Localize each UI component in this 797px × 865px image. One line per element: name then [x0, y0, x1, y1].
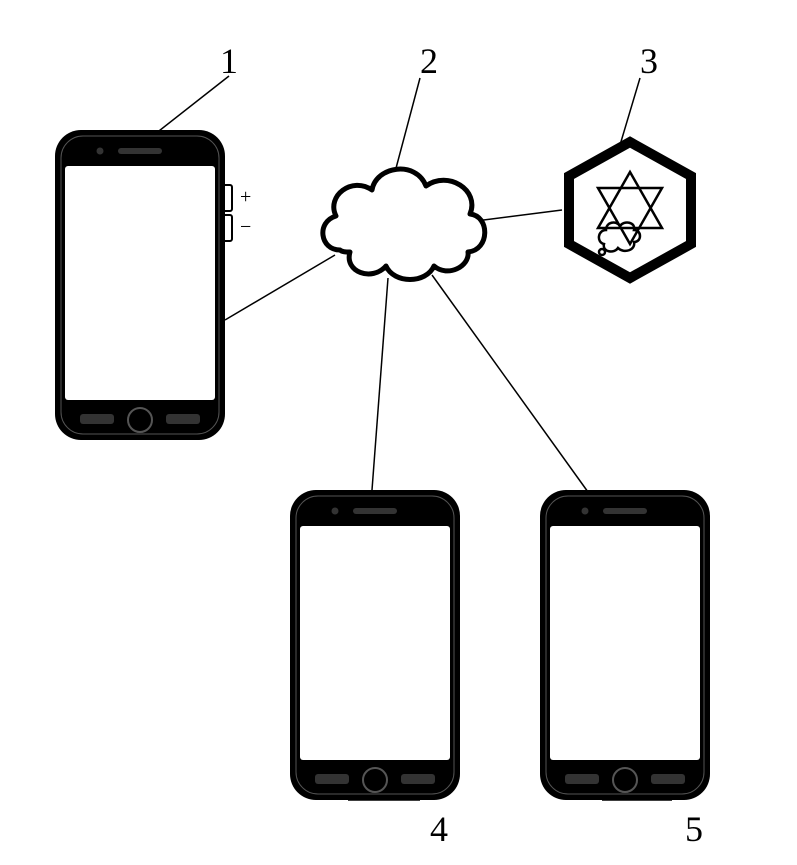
phone-5-screen	[550, 526, 700, 760]
phone-5	[540, 490, 710, 800]
minus-icon: −	[240, 216, 251, 238]
phone-4-capacitive-right	[401, 774, 435, 784]
phone-5-camera	[582, 508, 589, 515]
phone-1-camera	[97, 148, 104, 155]
phone-4-screen	[300, 526, 450, 760]
phone-4-earpiece	[353, 508, 397, 514]
phone-1-capacitive-right	[166, 414, 200, 424]
label-2: 2	[420, 40, 438, 82]
phone-4-capacitive-left	[315, 774, 349, 784]
link-cloud-phone5	[432, 275, 588, 492]
cloud-path	[323, 169, 485, 279]
hexagon-outline	[569, 142, 691, 278]
phone-1-earpiece	[118, 148, 162, 154]
leader-line-2	[395, 78, 420, 172]
phone-1-screen	[65, 166, 215, 400]
label-3: 3	[640, 40, 658, 82]
phone-5-capacitive-left	[565, 774, 599, 784]
label-5: 5	[685, 808, 703, 850]
diagram-canvas: + −	[0, 0, 797, 865]
phone-5-capacitive-right	[651, 774, 685, 784]
phone-4-camera	[332, 508, 339, 515]
leader-line-1	[150, 76, 229, 138]
phone-5-earpiece	[603, 508, 647, 514]
link-cloud-phone4	[372, 278, 388, 490]
diagram-svg: + −	[0, 0, 797, 865]
plus-icon: +	[240, 186, 251, 208]
leader-line-3	[620, 78, 640, 145]
phone-4	[290, 490, 460, 800]
cloud-icon	[323, 169, 485, 279]
phone-1: + −	[55, 130, 251, 440]
phone-1-capacitive-left	[80, 414, 114, 424]
label-4: 4	[430, 808, 448, 850]
label-1: 1	[220, 40, 238, 82]
hexagon-node	[569, 142, 691, 278]
link-phone1-cloud	[225, 255, 335, 320]
